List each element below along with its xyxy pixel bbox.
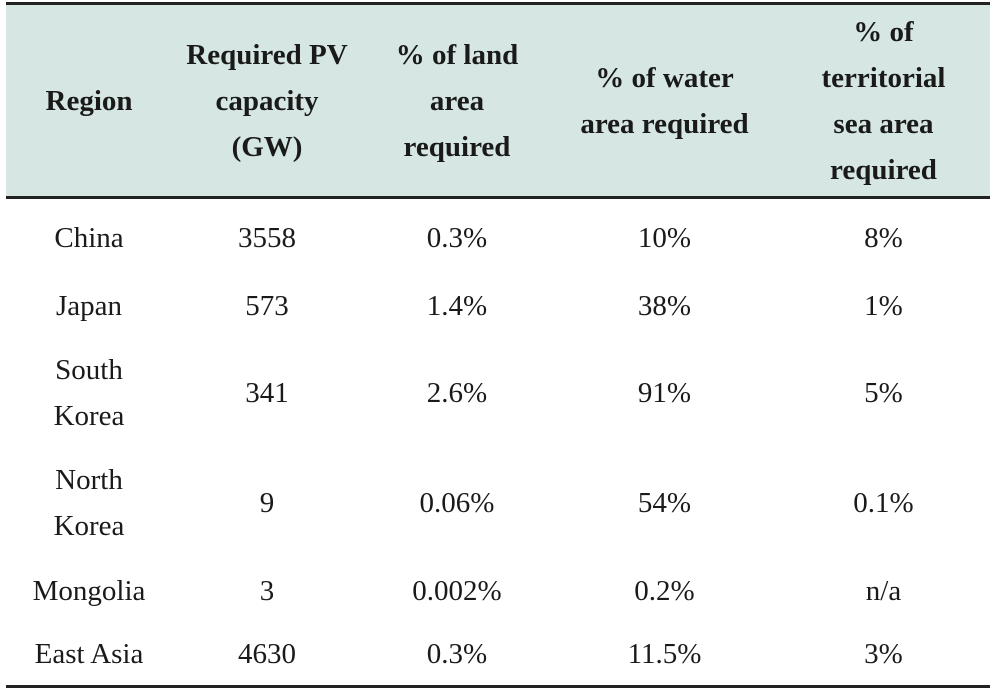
table-header: Region Required PV capacity (GW) % of la… (6, 2, 990, 199)
header-capacity: Required PV capacity (GW) (172, 2, 362, 199)
cell-land: 0.06% (419, 487, 495, 519)
table-row: Japan 573 1.4% 38% 1% (6, 273, 990, 338)
header-sea: % of territorial sea area required (777, 2, 990, 199)
cell-region: East Asia (6, 623, 172, 688)
cell-sea: 1% (864, 289, 903, 322)
pv-capacity-table-container: Region Required PV capacity (GW) % of la… (6, 2, 990, 688)
cell-water: 38% (637, 289, 692, 322)
cell-capacity: 4630 (172, 623, 362, 688)
cell-region: North Korea (53, 464, 125, 542)
cell-capacity: 3 (259, 574, 275, 607)
table-row: South Korea 341 2.6% 91% 5% (6, 338, 990, 448)
cell-sea: 0.1% (853, 487, 914, 519)
cell-water: 11.5% (552, 623, 777, 688)
cell-sea: n/a (865, 574, 902, 607)
cell-region: China (54, 222, 124, 254)
table-row: China 3558 0.3% 10% 8% (6, 198, 990, 274)
cell-capacity: 9 (259, 487, 275, 519)
cell-sea: 3% (777, 623, 990, 688)
cell-water: 91% (637, 377, 692, 409)
cell-region: Mongolia (32, 574, 146, 607)
cell-water: 10% (637, 222, 692, 254)
cell-water: 54% (637, 487, 692, 519)
header-region: Region (6, 2, 172, 199)
pv-capacity-table: Region Required PV capacity (GW) % of la… (6, 2, 990, 688)
table-row: East Asia 4630 0.3% 11.5% 3% (6, 623, 990, 688)
cell-sea: 5% (864, 377, 903, 409)
cell-capacity: 3558 (238, 222, 296, 254)
table-body: China 3558 0.3% 10% 8% Japan 573 1.4% 38… (6, 198, 990, 688)
header-land: % of land area required (362, 2, 552, 199)
header-row: Region Required PV capacity (GW) % of la… (6, 2, 990, 199)
cell-region: Japan (55, 289, 123, 322)
cell-sea: 8% (864, 222, 903, 254)
cell-capacity: 573 (245, 289, 289, 322)
cell-land: 1.4% (426, 289, 488, 322)
cell-capacity: 341 (245, 377, 289, 409)
cell-region: South Korea (53, 354, 125, 432)
table-row: North Korea 9 0.06% 54% 0.1% (6, 448, 990, 558)
table-row: Mongolia 3 0.002% 0.2% n/a (6, 558, 990, 623)
cell-land: 0.002% (412, 574, 502, 607)
cell-land: 0.3% (362, 623, 552, 688)
cell-land: 2.6% (426, 377, 488, 409)
cell-land: 0.3% (426, 222, 488, 254)
header-water: % of water area required (552, 2, 777, 199)
cell-water: 0.2% (634, 574, 695, 607)
